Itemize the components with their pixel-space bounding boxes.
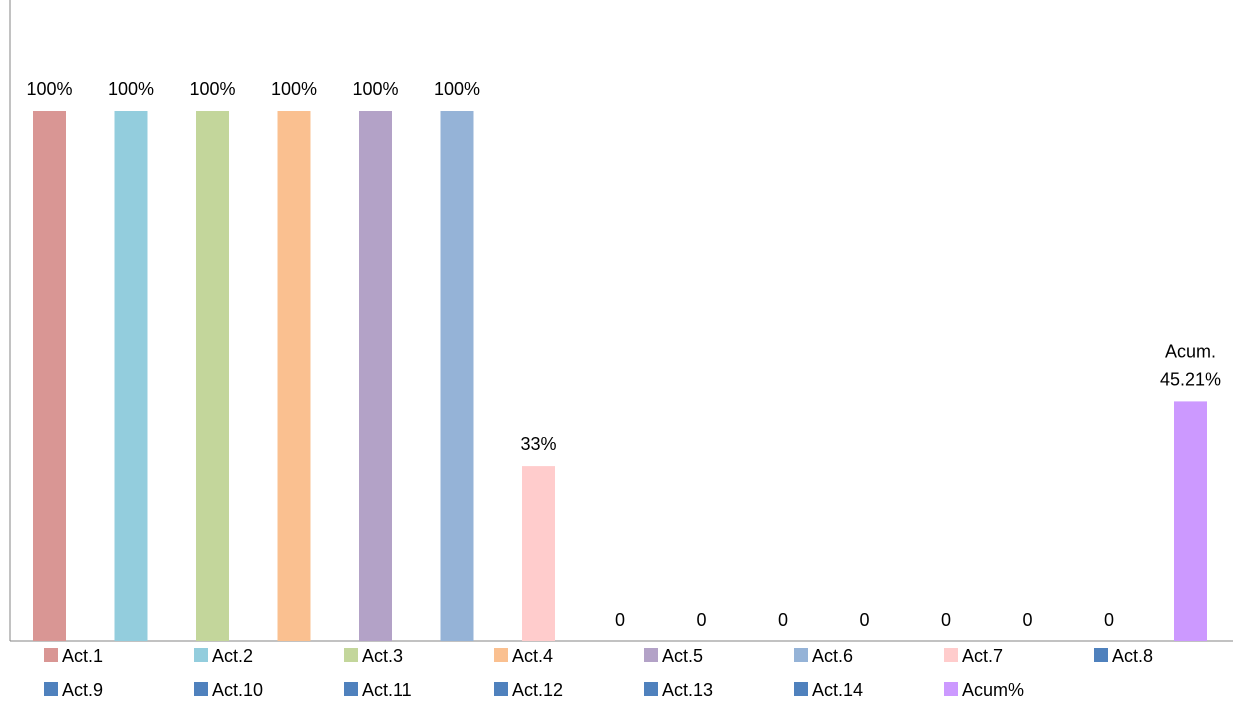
legend-label-act-1: Act.1 (62, 646, 103, 666)
legend-label-act-8: Act.8 (1112, 646, 1153, 666)
bar-act-2 (114, 111, 148, 641)
legend-label-act-7: Act.7 (962, 646, 1003, 666)
legend-swatch-act-5 (644, 648, 658, 662)
legend-swatch-act-11 (344, 682, 358, 696)
bar-act-1 (33, 111, 66, 641)
data-label-act-11: 0 (859, 610, 869, 630)
data-label-act-4: 100% (271, 79, 317, 99)
legend-label-act-12: Act.12 (512, 680, 563, 700)
legend-label-act-11: Act.11 (362, 680, 412, 700)
data-label-act-7: 33% (520, 434, 556, 454)
data-label-acum-line-1: Acum. (1165, 341, 1216, 361)
legend-swatch-act-4 (494, 648, 508, 662)
legend-label-act-3: Act.3 (362, 646, 403, 666)
legend-swatch-act-3 (344, 648, 358, 662)
data-label-act-9: 0 (696, 610, 706, 630)
legend-swatch-act-7 (944, 648, 958, 662)
bars-group (33, 111, 1207, 641)
data-label-act-1: 100% (26, 79, 72, 99)
legend-swatch-act-14 (794, 682, 808, 696)
bar-acum (1174, 401, 1207, 641)
data-label-act-2: 100% (108, 79, 154, 99)
bar-act-4 (277, 111, 311, 641)
data-label-act-13: 0 (1022, 610, 1032, 630)
legend-label-act-4: Act.4 (512, 646, 553, 666)
legend-swatch-acum (944, 682, 958, 696)
bar-act-3 (196, 111, 229, 641)
data-label-act-3: 100% (189, 79, 235, 99)
legend-label-act-6: Act.6 (812, 646, 853, 666)
legend-label-act-10: Act.10 (212, 680, 263, 700)
bar-act-5 (359, 111, 392, 641)
legend-swatch-act-1 (44, 648, 58, 662)
legend: Act.1 Act.2 Act.3 Act.4 Act.5 Act.6 Act.7 Act.8… (44, 646, 1153, 700)
legend-label-act-5: Act.5 (662, 646, 703, 666)
legend-label-acum: Acum% (962, 680, 1024, 700)
data-label-act-14: 0 (1104, 610, 1114, 630)
legend-label-act-9: Act.9 (62, 680, 103, 700)
legend-swatch-act-2 (194, 648, 208, 662)
data-label-act-6: 100% (434, 79, 480, 99)
legend-label-act-2: Act.2 (212, 646, 253, 666)
legend-swatch-act-10 (194, 682, 208, 696)
bar-act-6 (440, 111, 474, 641)
data-label-act-12: 0 (941, 610, 951, 630)
legend-swatch-act-12 (494, 682, 508, 696)
data-label-act-10: 0 (778, 610, 788, 630)
legend-swatch-act-13 (644, 682, 658, 696)
data-labels-group: 100% 100% 100% 100% 100% 100% 33% 0 0 0 0 0 0 0 Acum. 4… (26, 79, 1221, 630)
legend-swatch-act-9 (44, 682, 58, 696)
data-label-acum-line-2: 45.21% (1160, 369, 1221, 389)
bar-act-7 (522, 466, 555, 641)
legend-label-act-14: Act.14 (812, 680, 863, 700)
legend-swatch-act-8 (1094, 648, 1108, 662)
legend-label-act-13: Act.13 (662, 680, 713, 700)
legend-swatch-act-6 (794, 648, 808, 662)
data-label-act-5: 100% (352, 79, 398, 99)
data-label-act-8: 0 (615, 610, 625, 630)
